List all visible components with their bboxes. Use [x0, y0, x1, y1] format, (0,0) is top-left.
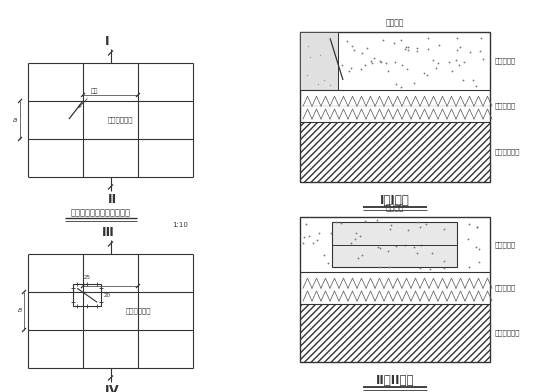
Text: 旧路面基层: 旧路面基层	[495, 285, 516, 291]
Text: B: B	[18, 309, 22, 314]
Text: Ⅱ: Ⅱ	[108, 192, 115, 205]
Bar	[300, 217, 490, 362]
Text: 旧路面混凝板: 旧路面混凝板	[108, 117, 133, 123]
Text: 20: 20	[103, 293, 110, 298]
Text: 25: 25	[83, 275, 91, 280]
Text: Ⅲ: Ⅲ	[101, 225, 113, 238]
Text: Ⅳ: Ⅳ	[105, 383, 118, 392]
Text: 旧路面面层: 旧路面面层	[495, 241, 516, 248]
Text: 旧路面混凝板: 旧路面混凝板	[125, 308, 151, 314]
Text: 新铺面层: 新铺面层	[386, 203, 404, 212]
Text: a: a	[13, 117, 17, 123]
Text: 旧路面底基层: 旧路面底基层	[495, 330, 520, 336]
Bar	[73, 284, 101, 306]
Bar	[300, 304, 490, 362]
Text: 新铺面层: 新铺面层	[386, 18, 404, 27]
Text: II－II剖面: II－II剖面	[376, 374, 414, 387]
Text: 旧路面底基层: 旧路面底基层	[495, 149, 520, 155]
Text: 1:10: 1:10	[172, 222, 188, 228]
Bar	[332, 222, 457, 267]
Text: Ⅰ: Ⅰ	[105, 34, 110, 47]
Text: 路面板块角断裂典型状况图: 路面板块角断裂典型状况图	[71, 209, 130, 218]
Text: I－I剖面: I－I剖面	[380, 194, 410, 207]
Bar	[300, 32, 490, 182]
Bar	[300, 32, 338, 90]
Text: 裂缝: 裂缝	[78, 89, 99, 107]
Bar	[300, 122, 490, 182]
Text: 旧路面基层: 旧路面基层	[495, 103, 516, 109]
Text: 旧路面面层: 旧路面面层	[495, 58, 516, 64]
